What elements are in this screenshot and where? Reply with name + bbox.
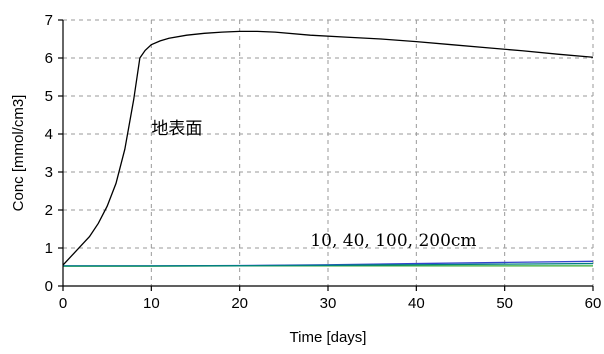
ticks: 0 10 20 30 40 50 60 0 1 2 3 4 5 6 7	[45, 12, 602, 312]
x-tick-label-3: 30	[320, 295, 337, 312]
x-tick-label-6: 60	[585, 295, 602, 312]
y-tick-label-6: 6	[45, 50, 53, 67]
annotation-label-1: 10, 40, 100, 200cm	[310, 231, 476, 251]
annotations: 地表面 10, 40, 100, 200cm	[151, 119, 476, 251]
y-tick-label-1: 1	[45, 240, 53, 257]
x-tick-label-5: 50	[496, 295, 513, 312]
x-tick-label-0: 0	[59, 295, 67, 312]
series-line-0	[62, 30, 594, 266]
grid	[63, 19, 594, 286]
x-tick-label-2: 20	[231, 295, 248, 312]
annotation-label-0: 地表面	[151, 119, 202, 139]
y-tick-label-7: 7	[45, 12, 53, 29]
y-tick-label-2: 2	[45, 202, 53, 219]
y-tick-label-5: 5	[45, 88, 53, 105]
y-tick-label-4: 4	[45, 126, 53, 143]
y-axis-title: Conc [mmol/cm3]	[10, 95, 27, 212]
series-line-3	[63, 262, 594, 267]
y-tick-label-0: 0	[45, 278, 53, 295]
x-tick-label-4: 40	[408, 295, 425, 312]
x-axis-title: Time [days]	[290, 329, 367, 346]
x-tick-label-1: 10	[143, 295, 160, 312]
y-tick-label-3: 3	[45, 164, 53, 181]
series-group	[62, 30, 594, 267]
